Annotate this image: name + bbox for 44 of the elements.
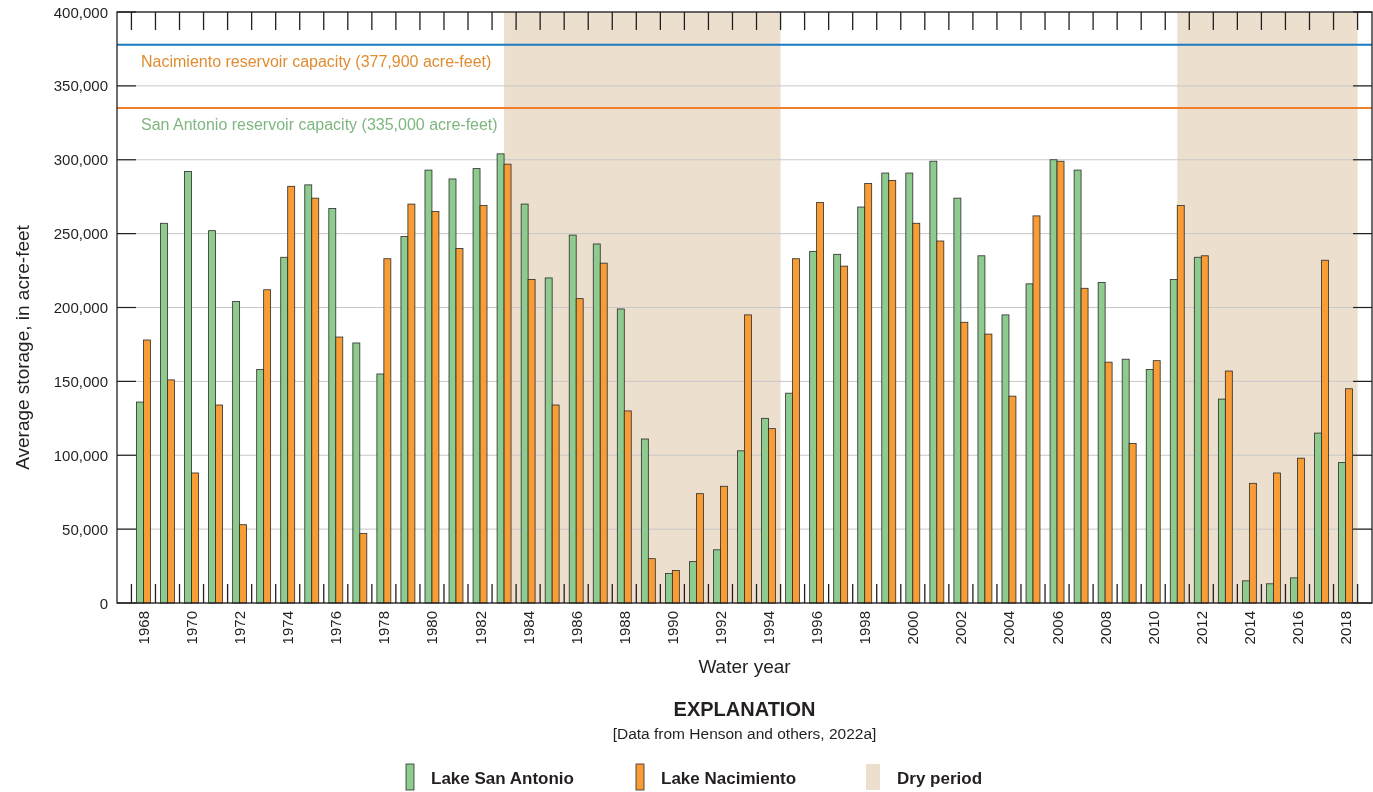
x-tick-label: 1984 xyxy=(519,611,537,645)
x-tick-label: 1980 xyxy=(423,611,441,645)
x-tick-label: 1994 xyxy=(760,611,778,645)
x-tick-label: 1998 xyxy=(856,611,874,645)
x-tick-label: 2016 xyxy=(1288,611,1306,645)
y-tick-label: 0 xyxy=(99,594,108,612)
legend-title: EXPLANATION xyxy=(673,698,816,720)
y-tick-label: 200,000 xyxy=(53,299,108,316)
x-tick-label: 1968 xyxy=(134,611,152,645)
x-tick-label: 2000 xyxy=(904,611,922,645)
x-tick-label: 1970 xyxy=(183,611,201,645)
ref-line-label: San Antonio reservoir capacity (335,000 acre-feet) xyxy=(141,116,498,134)
x-axis-title: Water year xyxy=(698,656,792,677)
x-tick-label: 2018 xyxy=(1337,611,1355,645)
x-tick-label: 1992 xyxy=(711,611,729,645)
y-tick-label: 100,000 xyxy=(53,446,108,464)
y-tick-label: 50,000 xyxy=(62,520,108,538)
x-tick-label: 2004 xyxy=(1000,611,1018,645)
x-tick-label: 1978 xyxy=(375,611,393,645)
y-tick-label: 250,000 xyxy=(53,225,108,243)
x-tick-label: 1988 xyxy=(615,611,633,645)
x-tick-label: 1982 xyxy=(471,611,489,645)
x-tick-label: 1972 xyxy=(231,611,249,645)
legend-label: Dry period xyxy=(897,769,983,788)
x-tick-label: 2012 xyxy=(1192,611,1210,645)
x-tick-label: 2006 xyxy=(1048,611,1066,645)
y-tick-label: 150,000 xyxy=(53,372,108,390)
x-tick-label: 2008 xyxy=(1096,611,1114,645)
y-tick-label: 350,000 xyxy=(53,77,108,95)
legend-label: Lake San Antonio xyxy=(431,769,574,788)
x-tick-label: 2002 xyxy=(952,611,970,645)
x-tick-label: 1996 xyxy=(808,611,826,645)
legend-label: Lake Nacimiento xyxy=(661,769,797,788)
y-axis-title: Average storage, in acre-feet xyxy=(11,224,33,470)
y-tick-label: 400,000 xyxy=(53,3,108,21)
x-tick-label: 1990 xyxy=(663,611,681,645)
x-tick-label: 1976 xyxy=(327,611,345,645)
text: [Data from Henson and others, 2022a] xyxy=(612,725,877,742)
y-tick-label: 300,000 xyxy=(53,151,108,169)
x-tick-label: 2010 xyxy=(1144,611,1162,645)
x-tick-label: 1974 xyxy=(279,611,297,645)
ref-line-label: Nacimiento reservoir capacity (377,900 acre-feet) xyxy=(141,52,492,70)
x-tick-label: 2014 xyxy=(1240,611,1258,645)
x-tick-label: 1986 xyxy=(567,611,585,645)
